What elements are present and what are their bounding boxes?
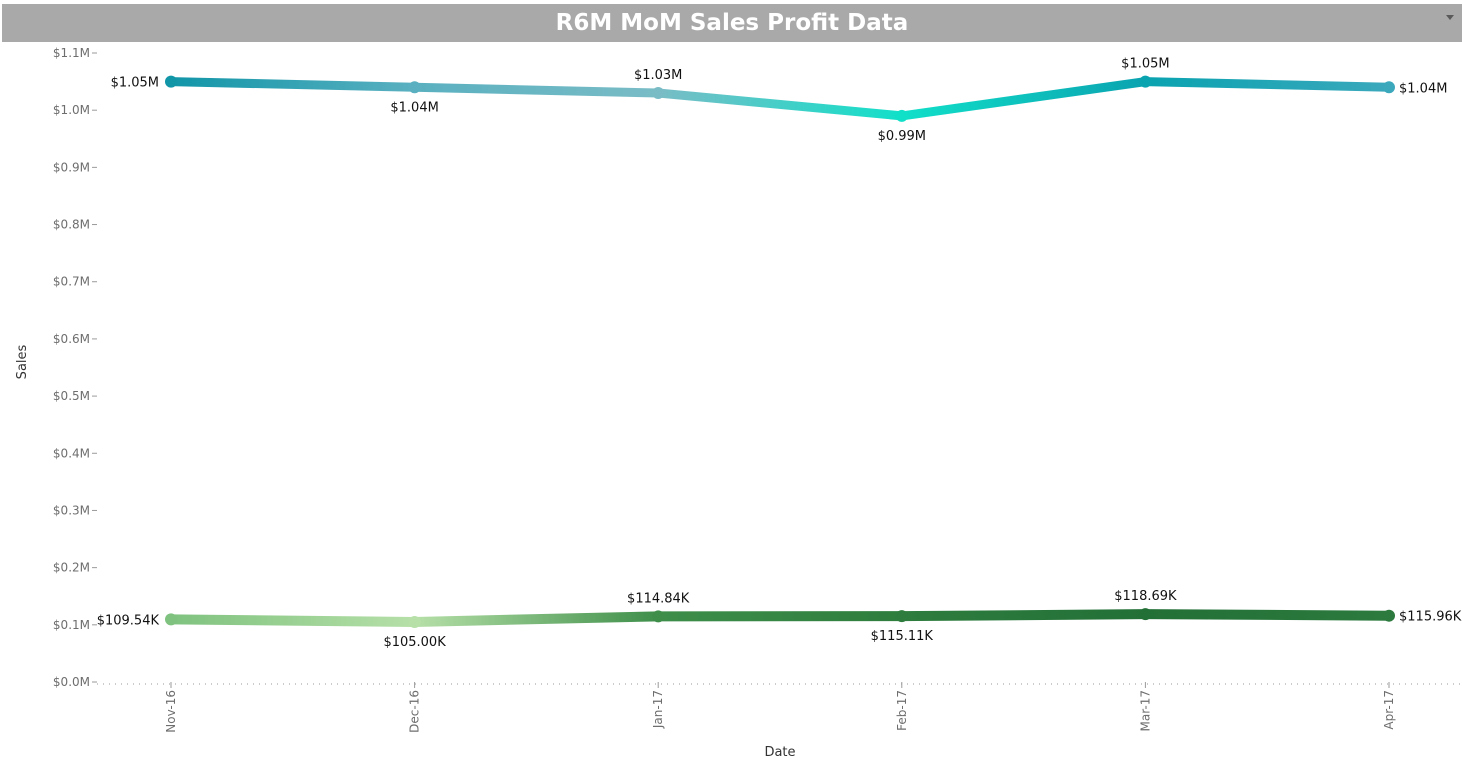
series-1-line-segment — [166, 77, 420, 92]
data-label-layer: $1.05M $1.04M $1.03M $0.99M $1.05M $1.04M $109… — [97, 57, 1462, 650]
series-2-point[interactable] — [408, 615, 421, 628]
series-1-point[interactable] — [895, 109, 908, 122]
x-tick-label: Feb-17 — [895, 690, 909, 731]
x-tick-label: Apr-17 — [1382, 690, 1396, 730]
y-tick-label: $0.1M — [53, 618, 90, 632]
y-tick-label: $0.6M — [53, 332, 90, 346]
series-2-data-label: $118.69K — [1114, 589, 1177, 604]
x-tick-label: Jan-17 — [651, 690, 665, 729]
series-2-point[interactable] — [895, 610, 908, 623]
x-axis: Nov-16 Dec-16 Jan-17 Feb-17 Mar-17 Apr-17 — [97, 682, 1462, 733]
series-1-data-label: $1.05M — [1121, 57, 1169, 72]
series-1-data-label: $1.04M — [1399, 81, 1447, 96]
y-tick-label: $1.0M — [53, 103, 90, 117]
series-1-point[interactable] — [652, 87, 665, 100]
series-1-line-segment — [1140, 77, 1394, 92]
y-tick-label: $0.7M — [53, 275, 90, 289]
chart-menu-caret-icon[interactable] — [1446, 15, 1454, 20]
series-1-line-segment — [897, 77, 1150, 121]
y-axis-title: Sales — [15, 344, 30, 379]
series-1-data-label: $0.99M — [878, 129, 926, 144]
series-2-line-segment — [166, 614, 420, 627]
series-1-point[interactable] — [1383, 81, 1395, 94]
y-tick-label: $0.5M — [53, 389, 90, 403]
series-2-point[interactable] — [1139, 608, 1152, 621]
series-1-data-label: $1.03M — [634, 68, 682, 83]
x-tick-label: Nov-16 — [164, 690, 178, 733]
series-1-line-segment — [410, 82, 663, 98]
y-tick-label: $0.4M — [53, 446, 90, 460]
series-2-point[interactable] — [165, 613, 177, 626]
series-2-data-label: $109.54K — [97, 613, 160, 628]
y-tick-label: $1.1M — [53, 46, 90, 60]
x-axis-title: Date — [764, 745, 795, 760]
series-1-point[interactable] — [1139, 75, 1152, 88]
y-axis: $0.0M $0.1M $0.2M $0.3M $0.4M $0.5M $0.6M $0.7M… — [53, 46, 97, 689]
series-1-point[interactable] — [165, 75, 177, 88]
series-layer — [165, 75, 1395, 628]
chart-title-bar: R6M MoM Sales Profit Data — [2, 4, 1462, 42]
series-1-line-segment — [653, 88, 907, 121]
series-2-point[interactable] — [652, 610, 665, 623]
series-2-data-label: $115.96K — [1399, 610, 1462, 625]
series-1-data-label: $1.04M — [390, 100, 438, 115]
y-tick-label: $0.9M — [53, 160, 90, 174]
series-1-point[interactable] — [408, 81, 421, 94]
series-2-line-segment — [896, 609, 1151, 622]
series-2-data-label: $115.11K — [871, 629, 934, 644]
y-tick-label: $0.0M — [53, 675, 90, 689]
chart-title: R6M MoM Sales Profit Data — [555, 10, 909, 36]
x-tick-label: Mar-17 — [1138, 690, 1152, 731]
y-tick-label: $0.8M — [53, 218, 90, 232]
series-2-data-label: $114.84K — [627, 591, 690, 606]
series-1-data-label: $1.05M — [111, 76, 159, 91]
series-2-line-segment — [409, 611, 664, 627]
series-2-data-label: $105.00K — [383, 635, 446, 650]
y-tick-label: $0.3M — [53, 503, 90, 517]
y-tick-label: $0.2M — [53, 561, 90, 575]
series-2-point[interactable] — [1383, 609, 1395, 622]
series-2-line-segment — [1140, 609, 1394, 621]
x-tick-label: Dec-16 — [408, 690, 422, 733]
